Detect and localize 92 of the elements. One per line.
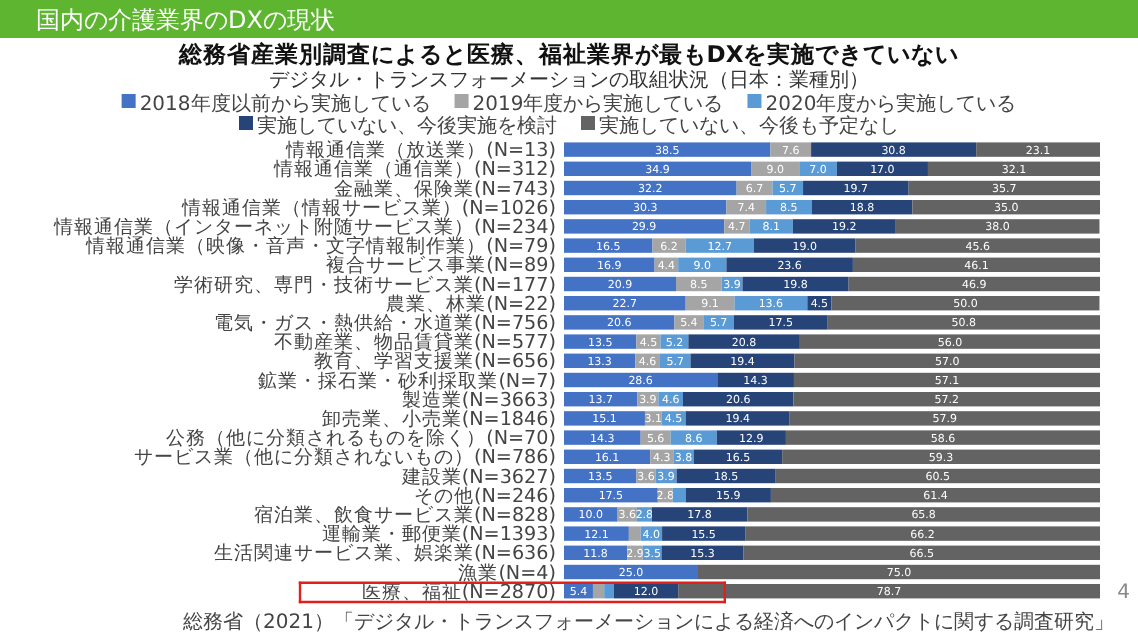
bar	[564, 219, 725, 234]
y-tick-label: 卸売業、小売業(N=1846)	[321, 407, 556, 431]
bar	[690, 353, 795, 368]
bar	[564, 372, 718, 388]
bar	[743, 545, 1100, 560]
y-tick-label: 情報通信業（通信業）(N=312)	[271, 157, 556, 182]
bar	[564, 315, 675, 330]
bar	[564, 238, 653, 253]
bar	[726, 257, 853, 272]
bar	[799, 334, 1100, 349]
bar	[976, 142, 1100, 157]
bar	[564, 142, 771, 157]
bar	[793, 392, 1100, 407]
bar	[564, 411, 645, 426]
bar	[803, 180, 909, 196]
y-tick-label: 宿泊業、飲食サービス業(N=828)	[253, 503, 556, 527]
text: 国内の介護業界のDXの現状	[36, 6, 335, 34]
bar	[703, 315, 734, 330]
bar	[836, 161, 928, 176]
bar	[688, 334, 800, 349]
y-tick-label: 鉱業・採石業・砂利採取業(N=7)	[258, 368, 556, 393]
bar	[908, 180, 1100, 196]
y-tick-label: 電気・ガス・熱供給・水道業(N=756)	[213, 311, 556, 335]
bar	[749, 219, 793, 234]
bar	[852, 257, 1100, 272]
bar	[662, 526, 746, 541]
bar	[782, 449, 1100, 464]
legend-label: 実施していない、今後も予定なし	[599, 114, 899, 138]
bar	[678, 584, 1100, 599]
bar	[747, 507, 1100, 522]
y-tick-label: 製造業(N=3663)	[401, 387, 556, 412]
legend-label: 2020年度から実施している	[765, 92, 1017, 116]
bar	[672, 488, 686, 503]
bar	[564, 276, 677, 292]
bar	[831, 296, 1100, 311]
text: デジタル・トランスフォーメーションの取組状況（日本：業種別）	[269, 68, 869, 92]
legend-label: 2018年度以前から実施している	[139, 92, 431, 116]
text: 総務省（2021）「デジタル・トランスフォーメーションによる経済へのインパクトに関する調査研究」	[181, 610, 1114, 634]
bar	[848, 276, 1100, 292]
y-tick-label: 生活関連サービス業、娯楽業(N=636)	[213, 541, 556, 566]
bar	[592, 584, 605, 599]
bar	[652, 238, 686, 253]
bar	[895, 219, 1100, 234]
bar	[927, 161, 1100, 176]
bar	[770, 142, 812, 157]
bar	[753, 238, 856, 253]
bar	[564, 430, 641, 445]
y-tick-label: 建設業(N=3627)	[399, 464, 556, 489]
bar	[792, 219, 896, 234]
bar	[564, 564, 698, 580]
y-tick-label: 教育、学習支援業(N=656)	[313, 349, 556, 374]
bar	[685, 411, 790, 426]
bar	[651, 507, 748, 522]
bar	[698, 564, 1100, 580]
bar	[789, 411, 1100, 426]
bar	[775, 468, 1100, 484]
y-tick-label: その他(N=246)	[413, 483, 556, 508]
bar	[564, 180, 737, 196]
y-tick-label: 情報通信業（インターネット附随サービス業）(N=234)	[51, 215, 556, 239]
bar	[564, 526, 629, 541]
bar	[564, 161, 752, 176]
y-tick-label: 漁業(N=4)	[458, 560, 556, 585]
bar	[794, 353, 1100, 368]
y-tick-label: 学術研究、専門・技術サービス業(N=177)	[173, 272, 556, 297]
bar	[912, 200, 1100, 215]
bar	[564, 507, 618, 522]
bar	[604, 584, 614, 599]
bar	[716, 430, 786, 445]
y-tick-label: サービス業（他に分類されないもの）(N=786)	[133, 445, 556, 470]
bar	[770, 488, 1100, 503]
bar	[827, 315, 1100, 330]
bar	[793, 372, 1100, 388]
bar	[785, 430, 1100, 445]
bar	[564, 334, 637, 349]
bar	[628, 526, 641, 541]
bar	[733, 315, 828, 330]
bar	[564, 488, 658, 503]
y-tick-label: 複合サービス事業(N=89)	[326, 253, 556, 278]
bar	[564, 200, 727, 215]
chart-subtitle: 総務省産業別調査によると医療、福祉業界が最もDXを実施できていない	[176, 40, 960, 68]
y-tick-label: 金融業、保険業(N=743)	[333, 176, 556, 201]
bar	[742, 276, 849, 292]
bar	[855, 238, 1100, 253]
bar	[685, 238, 754, 253]
bar	[745, 526, 1100, 541]
bar	[811, 142, 977, 157]
y-tick-label: 農業、林業(N=22)	[386, 291, 556, 316]
legend-label: 2019年度から実施している	[472, 92, 724, 116]
bar	[564, 296, 686, 311]
text: 4	[1117, 582, 1130, 604]
legend-label: 実施していない、今後実施を検討	[257, 114, 557, 138]
bar	[676, 468, 776, 484]
